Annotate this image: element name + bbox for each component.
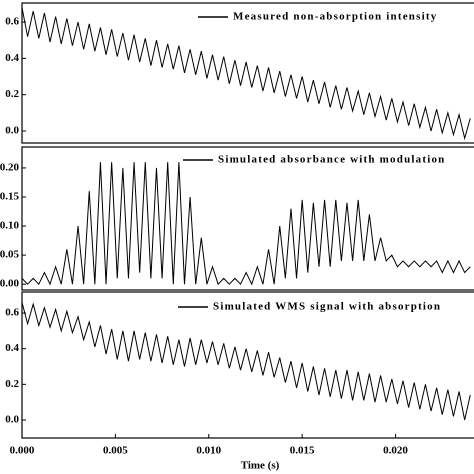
y-tick-label: 0.4 [5, 342, 19, 354]
data-line [21, 162, 471, 286]
legend-bg [215, 153, 474, 167]
x-axis-label: Time (s) [241, 460, 280, 472]
legend-label: Measured non-absorption intensity [233, 11, 437, 23]
y-tick-label: 0.05 [0, 249, 20, 261]
legend-label: Simulated WMS signal with absorption [213, 301, 441, 313]
x-tick-label: 0.000 [10, 445, 35, 457]
y-tick-label: 0.0 [5, 125, 19, 137]
y-tick-label: 0.10 [0, 220, 20, 232]
y-tick-label: 0.15 [0, 191, 20, 203]
panel-frame [21, 291, 474, 439]
y-tick-label: 0.2 [5, 378, 19, 390]
y-tick-label: 0.20 [0, 161, 20, 173]
y-tick-label: 0.6 [5, 307, 19, 319]
x-tick-label: 0.005 [103, 445, 128, 457]
legend-label: Simulated absorbance with modulation [218, 154, 445, 166]
y-tick-label: 0.4 [5, 52, 19, 64]
y-tick-label: 0.6 [5, 16, 19, 28]
x-tick-label: 0.015 [290, 445, 315, 457]
x-tick-label: 0.010 [196, 445, 221, 457]
panel-frame [21, 146, 474, 291]
legend-bg [230, 10, 474, 24]
y-tick-label: 0.0 [5, 414, 19, 426]
data-line [21, 302, 471, 421]
legend-bg [210, 300, 474, 314]
x-tick-label: 0.020 [383, 445, 408, 457]
data-line [21, 7, 471, 141]
y-tick-label: 0.2 [5, 88, 19, 100]
panel-frame [21, 2, 474, 144]
y-tick-label: 0.00 [0, 278, 20, 290]
